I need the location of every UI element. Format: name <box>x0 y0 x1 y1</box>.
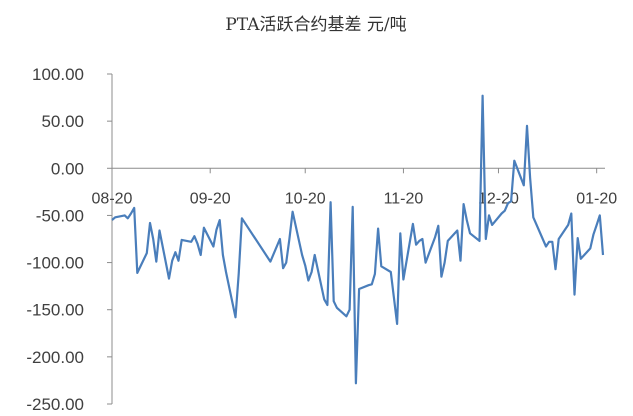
x-tick-label: 11-20 <box>384 190 424 207</box>
y-tick-label: -50.00 <box>36 206 84 225</box>
x-tick-label: 10-20 <box>285 190 326 207</box>
y-tick-label: -200.00 <box>26 348 84 367</box>
y-tick-label: 0.00 <box>51 159 84 178</box>
y-tick-label: 100.00 <box>32 65 84 84</box>
y-tick-label: -150.00 <box>26 301 84 320</box>
chart-title: PTA活跃合约基差 元/吨 <box>225 15 406 35</box>
y-tick-label: -100.00 <box>26 254 84 273</box>
x-tick-label: 01-20 <box>576 190 617 207</box>
series-layer <box>111 94 605 385</box>
series-line <box>111 94 605 385</box>
y-tick-label: -250.00 <box>26 395 84 414</box>
x-tick-label: 09-20 <box>190 190 231 207</box>
x-tick-label: 08-20 <box>92 190 133 207</box>
x-axis: 08-20 09-20 10-20 11-20 12-20 01-20 <box>92 167 617 207</box>
y-tick-label: 50.00 <box>41 112 84 131</box>
y-axis: 100.00 50.00 0.00 -50.00 -100.00 -150.00 -200.… <box>26 65 113 414</box>
